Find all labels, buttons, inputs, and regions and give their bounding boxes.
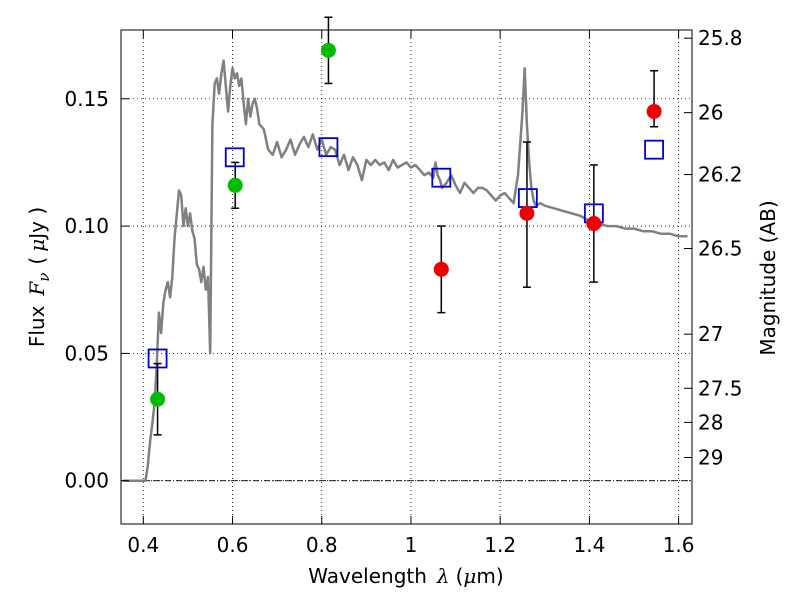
mag-tick-label: 26.2 [698, 163, 743, 187]
data-point [433, 261, 449, 277]
mag-tick-label: 29 [698, 445, 723, 469]
right-axis-label: Magnitude (AB) [756, 200, 780, 355]
data-point [586, 216, 602, 232]
mag-tick-label: 28 [698, 410, 723, 434]
y-ticks: 0.00 0.05 0.10 0.15 [64, 87, 129, 493]
x-tick-label: 0.6 [217, 533, 249, 557]
model-square-marker [318, 137, 339, 158]
spectrum-line [123, 59, 688, 482]
grid [121, 30, 692, 524]
mag-tick-label: 27.5 [698, 376, 743, 400]
data-point [150, 391, 166, 407]
x-tick-label: 1.2 [484, 533, 516, 557]
y-tick-label: 0.10 [64, 214, 109, 238]
y-tick-label: 0.05 [64, 341, 109, 365]
axes-frame [120, 29, 693, 525]
y-axis-label: FluxFν(μJy ) [25, 207, 53, 347]
x-tick-label: 1 [405, 533, 418, 557]
data-point [519, 205, 535, 221]
data-point [646, 103, 662, 119]
mag-ticks: 25.8 26 26.2 26.5 27 27.5 28 29 [684, 26, 743, 469]
mag-tick-label: 25.8 [698, 26, 743, 50]
model-square-marker [224, 147, 245, 168]
spectrum-group [123, 59, 688, 482]
y-tick-label: 0.00 [64, 469, 109, 493]
data-point [227, 177, 243, 193]
x-ticks: 0.4 0.6 0.8 1 1.2 1.4 1.6 [127, 30, 695, 557]
x-tick-label: 1.6 [663, 533, 695, 557]
x-tick-label: 0.4 [127, 533, 159, 557]
model-square-marker [644, 139, 664, 160]
data-points [147, 42, 664, 407]
x-axis-label: Wavelength λ (μm) [308, 564, 503, 588]
mag-tick-label: 26.5 [698, 236, 743, 260]
mag-tick-label: 27 [698, 322, 723, 346]
data-point [320, 42, 336, 58]
model-square-marker [431, 167, 452, 188]
y-tick-label: 0.15 [64, 87, 109, 111]
x-tick-label: 0.8 [306, 533, 338, 557]
x-tick-label: 1.4 [573, 533, 605, 557]
mag-tick-label: 26 [698, 101, 723, 125]
model-square-marker [147, 348, 168, 369]
plot-frame [120, 29, 693, 525]
